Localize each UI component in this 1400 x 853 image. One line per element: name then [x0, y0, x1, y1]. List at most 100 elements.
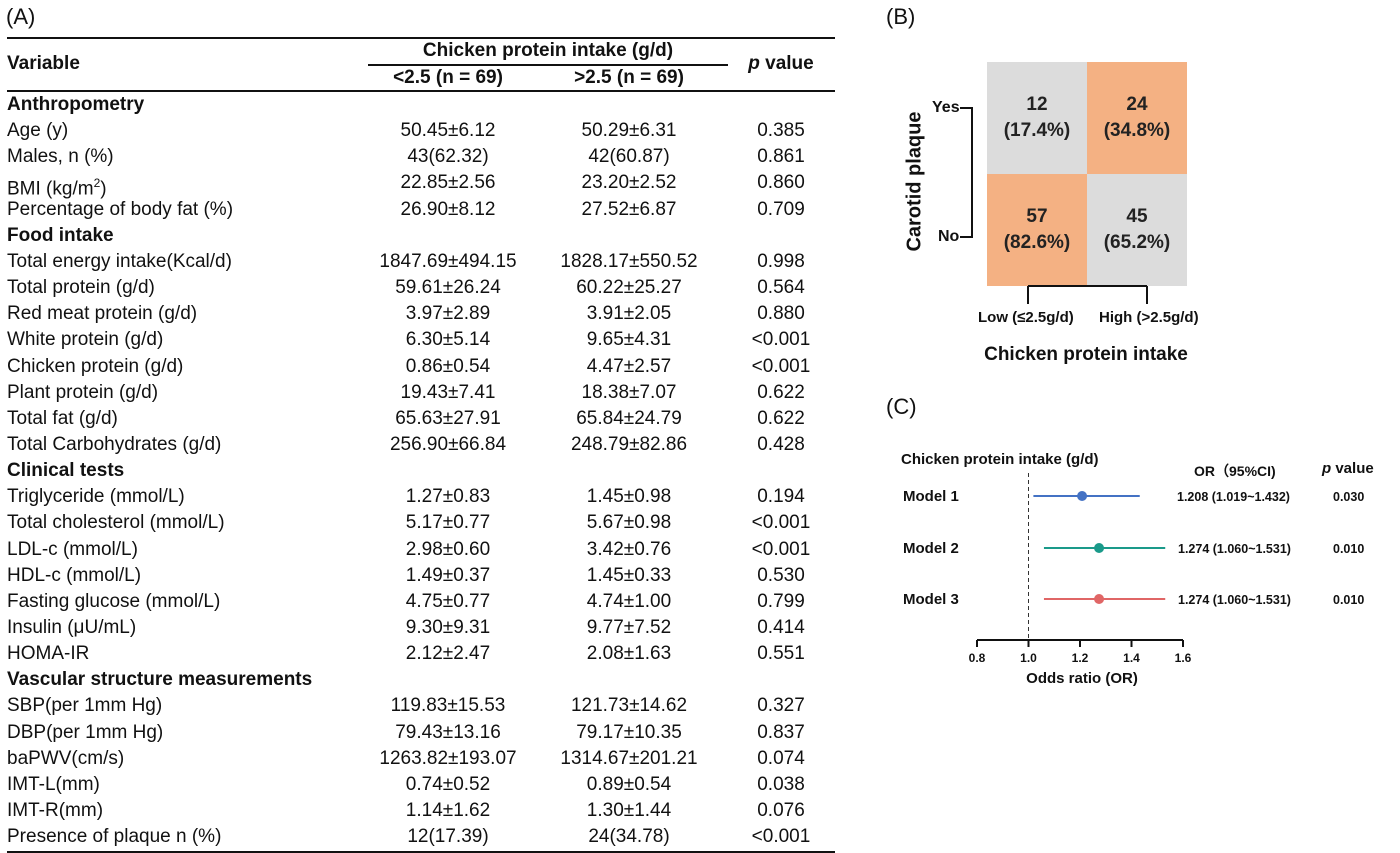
cell-yes-low-percent: (17.4%) — [1003, 120, 1071, 141]
variable-text: SBP(per 1mm Hg) — [7, 695, 163, 717]
y-axis-title: Carotid plaque — [903, 111, 926, 252]
high-group-value: 5.67±0.98 — [586, 512, 672, 534]
p-value: 0.837 — [757, 721, 805, 743]
table-bottom-rule — [7, 851, 835, 853]
table-row: Total fat (g/d) 65.63±27.91 65.84±24.79 0.6… — [0, 406, 850, 432]
section-label: Vascular structure measurements — [7, 667, 312, 693]
p-value: 0.622 — [757, 407, 805, 429]
variable-cell: Total protein (g/d) — [7, 275, 155, 301]
panel-c-label: (C) — [886, 394, 917, 419]
variable-cell: Red meat protein (g/d) — [7, 301, 197, 327]
x-tick-label: 1.0 — [1020, 651, 1037, 665]
forest-header-p-rest: value — [1331, 460, 1374, 477]
cell-no-low-percent: (82.6%) — [1003, 232, 1071, 253]
x-tick-label: 1.6 — [1175, 651, 1192, 665]
forest-x-axis-title: Odds ratio (OR) — [1026, 670, 1138, 687]
high-group-value: 18.38±7.07 — [581, 381, 677, 403]
cell-yes-low: 12 (17.4%) — [987, 62, 1087, 174]
model-label: Model 2 — [903, 540, 959, 557]
forest-header-or: OR（95%CI) — [1194, 463, 1276, 479]
variable-cell: LDL-c (mmol/L) — [7, 537, 138, 563]
variable-text: Vascular structure measurements — [7, 669, 313, 691]
p-value-text: 0.030 — [1333, 490, 1364, 504]
section-label: Clinical tests — [7, 458, 124, 484]
low-group-value: 1.27±0.83 — [405, 486, 491, 508]
table-row: Presence of plaque n (%) 12(17.39) 24(34.7… — [0, 824, 850, 850]
variable-text: Triglyceride (mmol/L) — [7, 486, 185, 508]
table-row: HOMA-IR 2.12±2.47 2.08±1.63 0.551 — [0, 641, 850, 667]
header-p-rest: value — [759, 53, 814, 74]
table-section-heading: Clinical tests — [0, 458, 850, 484]
p-value: <0.001 — [751, 355, 811, 377]
variable-text: BMI (kg/m — [7, 178, 94, 200]
table-row: BMI (kg/m2) 22.85±2.56 23.20±2.52 0.860 — [0, 170, 850, 199]
low-group-value: 43(62.32) — [407, 146, 489, 168]
p-value: 0.530 — [757, 564, 805, 586]
high-group-value: 1828.17±550.52 — [560, 250, 698, 272]
low-group-value: 65.63±27.91 — [395, 407, 501, 429]
p-value: <0.001 — [751, 826, 811, 848]
x-tick-label: 0.8 — [969, 651, 986, 665]
header-bottom-rule — [7, 90, 835, 92]
or-ci-text: 1.274 (1.060~1.531) — [1178, 593, 1291, 607]
variable-cell: Chicken protein (g/d) — [7, 354, 183, 380]
or-ci-text: 1.208 (1.019~1.432) — [1177, 490, 1290, 504]
variable-text: Insulin (μU/mL) — [7, 617, 137, 638]
cell-yes-high: 24 (34.8%) — [1087, 62, 1187, 174]
variable-text: Total Carbohydrates (g/d) — [7, 433, 222, 455]
variable-cell: Triglyceride (mmol/L) — [7, 484, 185, 510]
table-row: baPWV(cm/s) 1263.82±193.07 1314.67±201.21 0… — [0, 746, 850, 772]
variable-text: Presence of plaque n (%) — [7, 826, 222, 848]
variable-cell: Total fat (g/d) — [7, 406, 118, 432]
variable-text: LDL-c (mmol/L) — [7, 538, 138, 560]
x-tick-label: 1.4 — [1123, 651, 1140, 665]
low-group-value: 22.85±2.56 — [400, 172, 496, 194]
p-value-text: 0.010 — [1333, 542, 1364, 556]
cell-no-low-count: 57 — [1026, 206, 1048, 227]
p-value: 0.861 — [757, 146, 805, 168]
baseline-characteristics-table: (A) Variable Chicken protein intake (g/d… — [0, 4, 850, 853]
header-p-value: p value — [738, 53, 824, 75]
table-section-heading: Vascular structure measurements — [0, 667, 850, 693]
odds-ratio-point — [1077, 491, 1088, 501]
variable-text: Age (y) — [7, 120, 69, 142]
variable-cell: Fasting glucose (mmol/L) — [7, 589, 220, 615]
variable-cell: Percentage of body fat (%) — [7, 197, 233, 223]
y-label-no: No — [938, 228, 960, 245]
low-group-value: 59.61±26.24 — [395, 277, 501, 299]
variable-text: Anthropometry — [7, 94, 145, 115]
table-row: IMT-L(mm) 0.74±0.52 0.89±0.54 0.038 — [0, 772, 850, 798]
forest-plot: 0.8 1.0 1.2 1.4 1.6 Model 1 1.208 (1.019~1.432… — [903, 473, 1364, 665]
or-ci-text: 1.274 (1.060~1.531) — [1178, 542, 1291, 556]
variable-superscript: 2 — [93, 176, 101, 191]
low-group-value: 1.14±1.62 — [405, 800, 491, 822]
high-group-value: 2.08±1.63 — [586, 643, 672, 665]
header-high: >2.5 (n = 69) — [574, 67, 684, 88]
variable-cell: Presence of plaque n (%) — [7, 824, 221, 850]
high-group-value: 4.74±1.00 — [586, 590, 672, 612]
table-row: HDL-c (mmol/L) 1.49±0.37 1.45±0.33 0.530 — [0, 563, 850, 589]
table-row: Percentage of body fat (%) 26.90±8.12 27.5… — [0, 197, 850, 223]
forest-header-p-italic: p — [1322, 460, 1332, 477]
variable-cell: SBP(per 1mm Hg) — [7, 693, 162, 719]
p-value-text: 0.010 — [1333, 593, 1364, 607]
variable-cell: Total energy intake(Kcal/d) — [7, 249, 232, 275]
variable-text: Food intake — [7, 224, 114, 246]
table-row: Age (y) 50.45±6.12 50.29±6.31 0.385 — [0, 118, 850, 144]
table-row: Total energy intake(Kcal/d) 1847.69±494.1… — [0, 249, 850, 275]
variable-cell: Males, n (%) — [7, 144, 114, 170]
variable-text: Clinical tests — [7, 460, 125, 482]
high-group-value: 1.45±0.33 — [586, 564, 672, 586]
y-label-yes: Yes — [932, 99, 960, 116]
variable-cell: Total cholesterol (mmol/L) — [7, 510, 225, 536]
variable-text: IMT-L(mm) — [7, 773, 100, 795]
p-value: <0.001 — [751, 512, 811, 534]
table-row: Fasting glucose (mmol/L) 4.75±0.77 4.74±1.… — [0, 589, 850, 615]
table-row: DBP(per 1mm Hg) 79.43±13.16 79.17±10.35 0.8… — [0, 720, 850, 746]
high-group-value: 9.65±4.31 — [586, 329, 672, 351]
cell-no-high-percent: (65.2%) — [1103, 232, 1171, 253]
variable-text: Males, n (%) — [7, 146, 114, 168]
header-variable: Variable — [7, 53, 80, 74]
table-row: SBP(per 1mm Hg) 119.83±15.53 121.73±14.62 0… — [0, 693, 850, 719]
variable-text: Total fat (g/d) — [7, 407, 118, 429]
